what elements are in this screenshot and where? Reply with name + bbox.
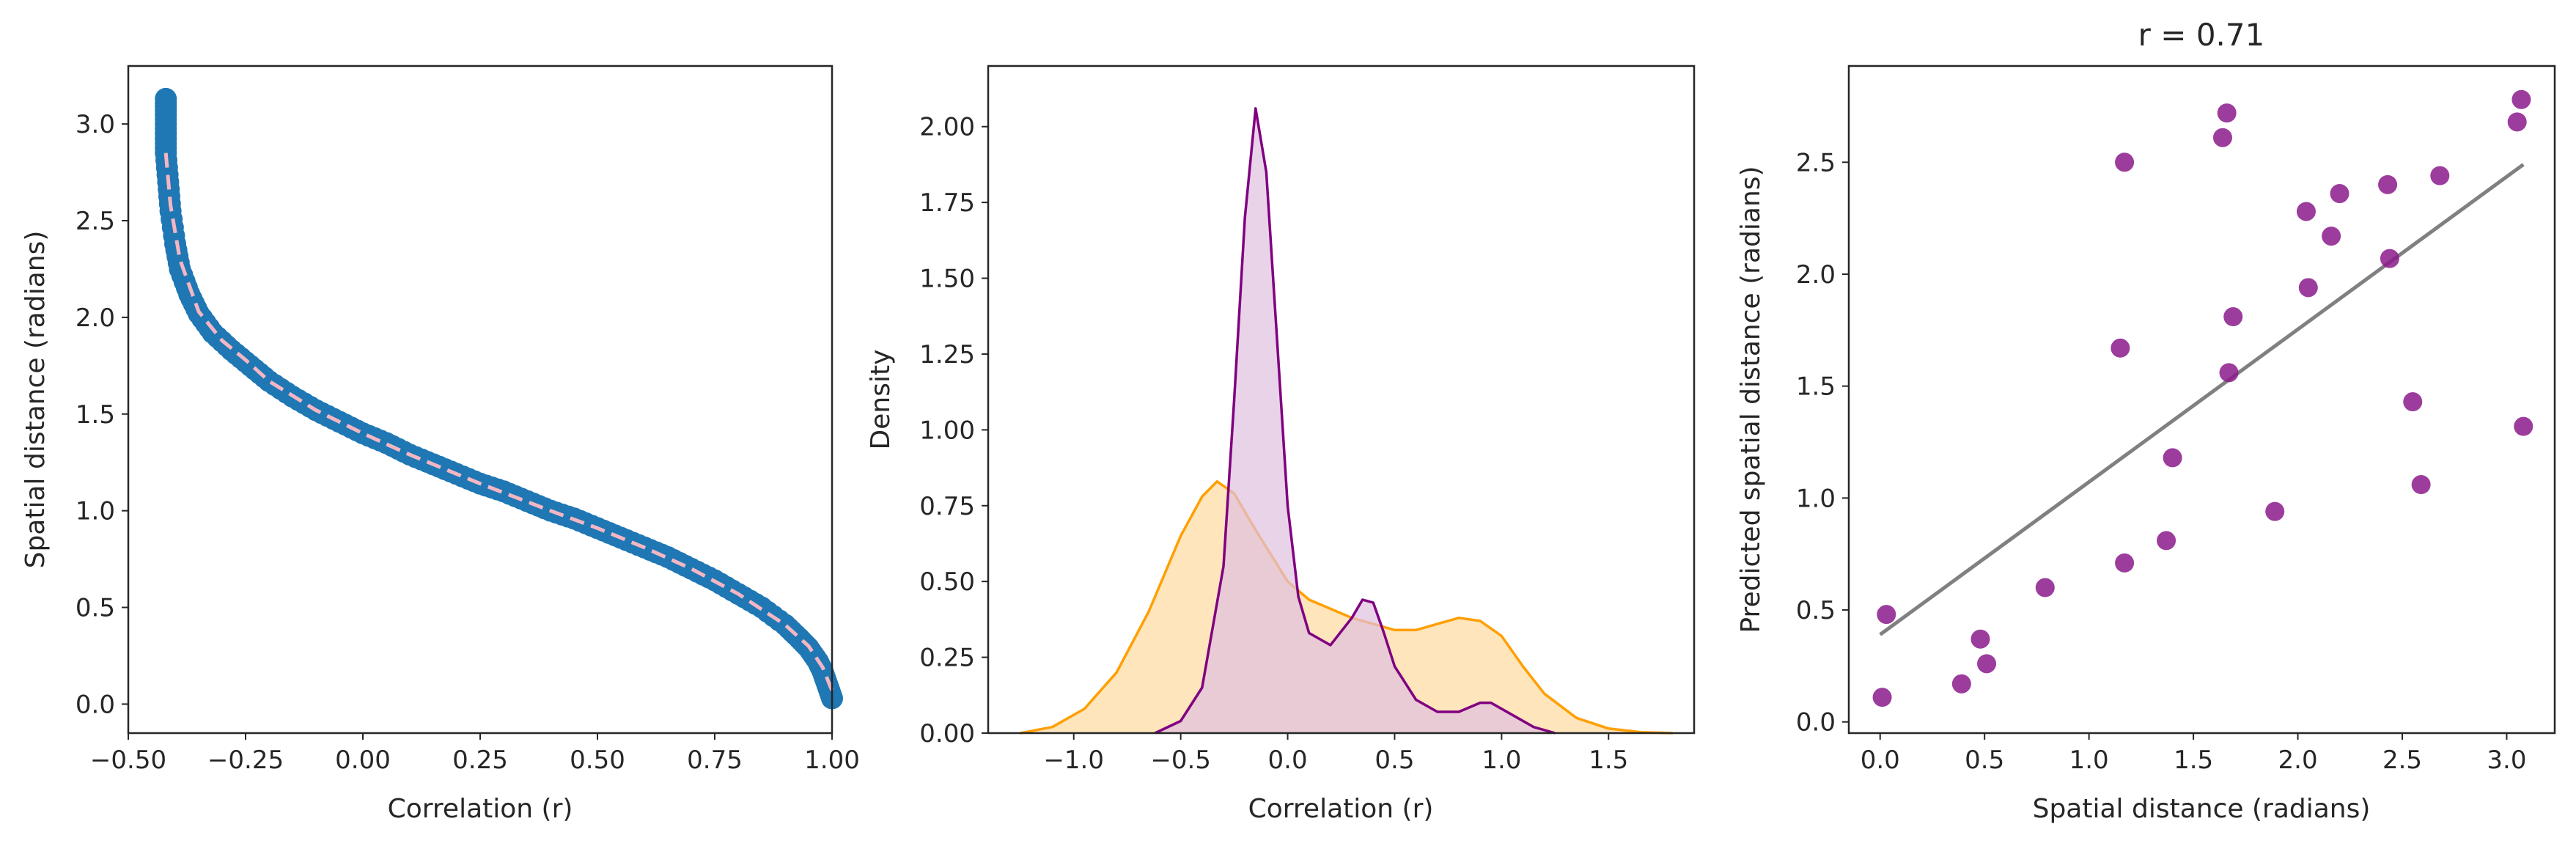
data-point (2378, 174, 2398, 194)
axes-frame (1847, 65, 2556, 735)
data-point (2217, 103, 2237, 123)
x-tick-label: 1.00 (804, 746, 860, 775)
data-point (2403, 392, 2423, 412)
x-tick-label: 2.5 (2382, 746, 2422, 775)
x-tick-label: −1.0 (1043, 746, 1104, 775)
y-tick-label: 1.5 (76, 400, 115, 430)
density-area-0 (1020, 481, 1673, 733)
x-axis-label: Correlation (r) (388, 794, 573, 824)
y-tick-label: 2.0 (1796, 260, 1836, 290)
data-point (2511, 89, 2531, 109)
y-tick-label: 0.25 (919, 644, 975, 673)
y-tick-label: 2.5 (1796, 148, 1836, 177)
y-tick-label: 2.00 (919, 113, 975, 142)
x-tick-label: 0.75 (687, 746, 743, 775)
y-tick-label: 1.0 (76, 497, 115, 526)
y-tick-label: 0.75 (919, 492, 975, 521)
panel-density: −1.0 −0.5 0.0 0.5 1.0 1.5 0.00 0.25 0.50 0.75 1.00… (866, 65, 1696, 824)
data-point (2265, 501, 2285, 521)
x-tick-label: 1.0 (1482, 746, 1521, 775)
x-tick-label: 2.0 (2278, 746, 2318, 775)
y-tick-label: 0.50 (919, 567, 975, 597)
data-point (820, 683, 842, 706)
y-tick-label: 1.25 (919, 340, 975, 369)
x-tick-label: −0.25 (207, 746, 284, 775)
x-tick-label: 0.50 (570, 746, 625, 775)
y-axis-label: Density (866, 350, 896, 450)
y-tick-label: 2.0 (76, 304, 115, 333)
data-point (2514, 416, 2533, 436)
y-tick-label: 1.75 (919, 188, 975, 218)
x-tick-label: 1.5 (1589, 746, 1628, 775)
y-tick-label: 1.00 (919, 416, 975, 445)
data-point (2035, 578, 2055, 597)
x-tick-label: 1.0 (2069, 746, 2109, 775)
data-point (2223, 307, 2243, 327)
data-point (2212, 128, 2232, 147)
fit-line-dashed (163, 152, 834, 691)
y-axis-label: Spatial distance (radians) (21, 231, 51, 569)
y-tick-label: 0.5 (1796, 596, 1836, 625)
data-point (2322, 227, 2341, 246)
y-tick-label: 0.00 (919, 719, 975, 748)
data-point (2219, 363, 2239, 383)
data-point (2157, 531, 2176, 551)
density-line-1 (1154, 107, 1556, 735)
data-point (2296, 202, 2316, 221)
chart-title: r = 0.71 (2138, 17, 2265, 53)
data-point (2298, 278, 2318, 298)
panel-correlation-vs-distance: −0.50 −0.25 0.00 0.25 0.50 0.75 1.00 0.0 0.5 1.0 1… (21, 65, 860, 824)
data-point (2111, 338, 2130, 358)
y-tick-label: 0.0 (76, 690, 115, 719)
axes-frame (987, 65, 1696, 735)
y-tick-label: 1.0 (1796, 484, 1836, 513)
x-axis-label: Spatial distance (radians) (2033, 794, 2371, 824)
y-tick-label: 1.5 (1796, 372, 1836, 402)
data-point (2115, 553, 2135, 573)
y-tick-label: 0.5 (76, 594, 115, 623)
density-area-1 (1155, 108, 1556, 733)
x-tick-label: 0.00 (335, 746, 391, 775)
x-tick-label: 0.25 (452, 746, 508, 775)
data-point (2430, 166, 2450, 185)
x-tick-label: 0.5 (1965, 746, 2004, 775)
regression-line (1879, 163, 2525, 636)
y-tick-label: 2.5 (76, 207, 115, 236)
data-point (2411, 475, 2431, 495)
x-tick-label: 3.0 (2487, 746, 2526, 775)
x-tick-label: −0.50 (90, 746, 166, 775)
x-tick-label: 0.0 (1861, 746, 1900, 775)
x-tick-label: 0.0 (1268, 746, 1308, 775)
data-point (1977, 654, 1997, 674)
y-axis-label: Predicted spatial distance (radians) (1736, 166, 1766, 633)
data-point (2163, 448, 2182, 468)
x-tick-label: 0.5 (1375, 746, 1414, 775)
x-tick-label: 1.5 (2174, 746, 2213, 775)
data-point (2115, 152, 2135, 172)
y-tick-label: 1.50 (919, 265, 975, 294)
data-point (2380, 249, 2399, 268)
x-tick-label: −0.5 (1150, 746, 1211, 775)
data-point (2330, 184, 2349, 204)
y-tick-label: 0.0 (1796, 708, 1836, 738)
data-point (1877, 605, 1896, 625)
data-point (1970, 629, 1990, 649)
data-point (1872, 688, 1892, 707)
data-point (1951, 674, 1971, 694)
data-point (2507, 112, 2527, 132)
panel-prediction: 0.0 0.5 1.0 1.5 2.0 2.5 3.00.00.51.01.52.02.5 … (1736, 17, 2556, 824)
y-tick-label: 3.0 (76, 110, 115, 139)
x-axis-label: Correlation (r) (1248, 794, 1434, 824)
